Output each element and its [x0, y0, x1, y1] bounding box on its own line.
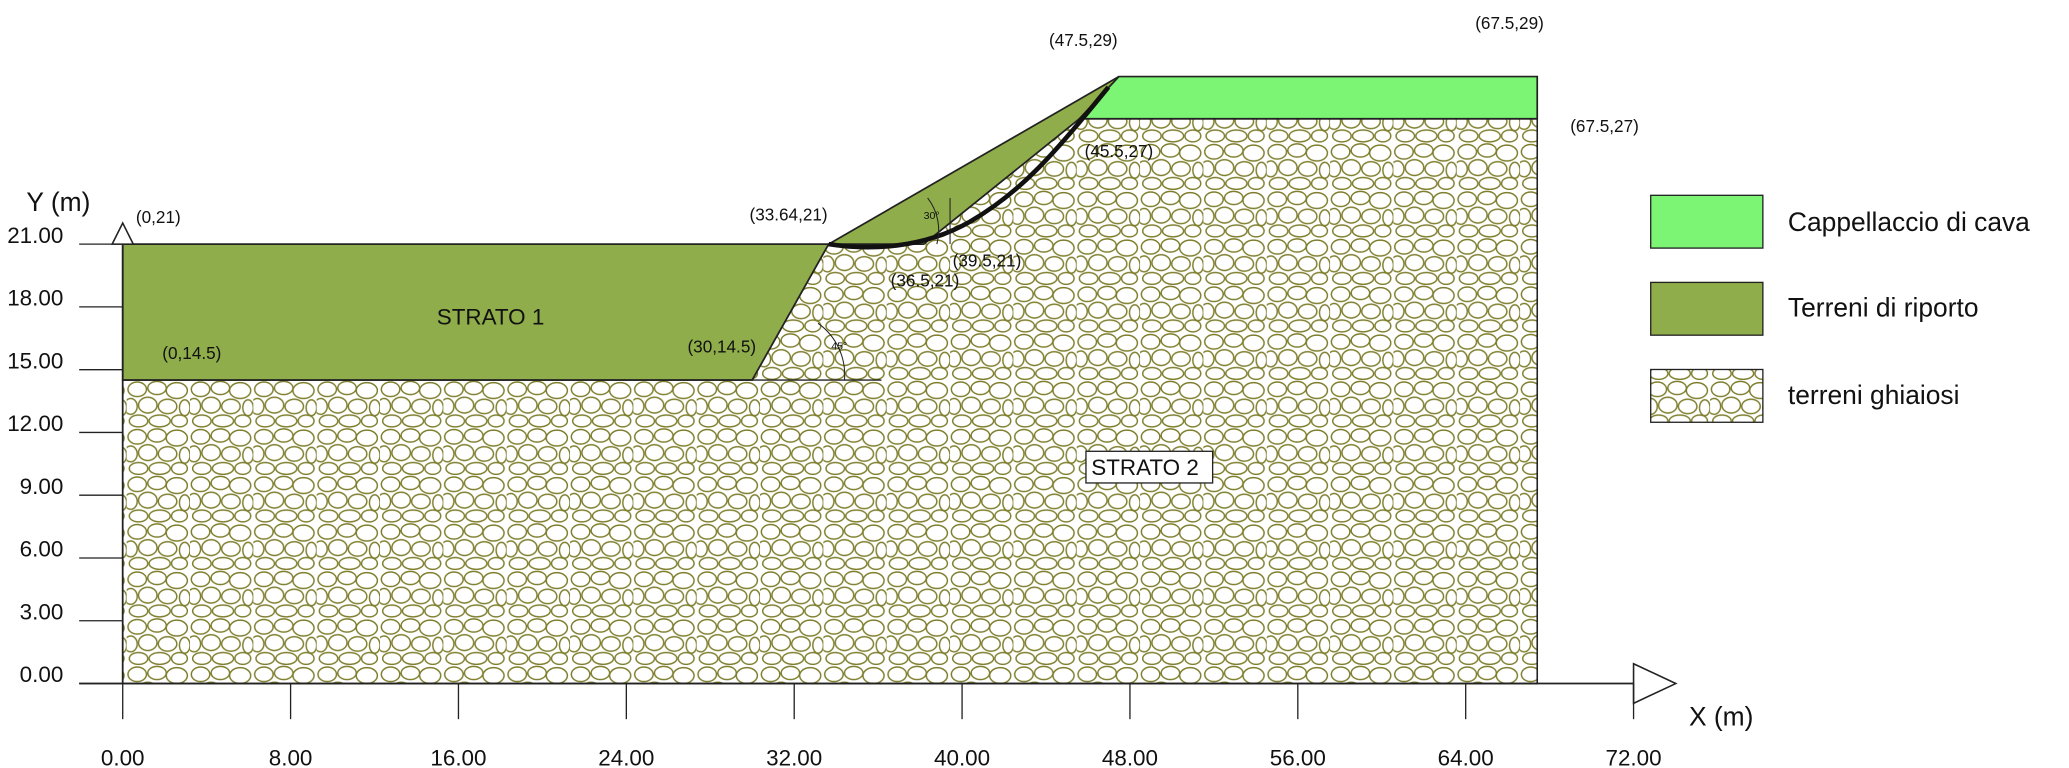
y-tick-label: 12.00 [7, 411, 63, 436]
legend-swatch [1650, 194, 1764, 249]
x-tick-label: 32.00 [766, 745, 822, 768]
x-axis-arrow [1632, 662, 1678, 705]
x-tick-label: 72.00 [1605, 745, 1661, 768]
stratum-label: STRATO 2 [1091, 455, 1199, 480]
point-label: (45.5,27) [1085, 141, 1154, 161]
y-tick-label: 9.00 [20, 474, 64, 499]
angle-arc [927, 197, 940, 245]
x-axis-label: X (m) [1689, 702, 1753, 732]
angle-arc [817, 322, 846, 381]
y-tick-label: 3.00 [20, 599, 64, 624]
quarry-cap [1077, 75, 1539, 120]
angle-label: 45° [831, 341, 847, 353]
x-tick-label: 64.00 [1438, 745, 1494, 768]
point-label: (47.5,29) [1049, 30, 1118, 50]
angle-label: 30° [924, 210, 940, 222]
slip-surface [828, 85, 1111, 250]
y-tick-label: 15.00 [7, 348, 63, 373]
point-label: (0,21) [136, 207, 181, 227]
x-tick-label: 56.00 [1270, 745, 1326, 768]
point-label: (33.64,21) [749, 204, 827, 224]
x-tick-label: 24.00 [598, 745, 654, 768]
y-tick-label: 6.00 [20, 537, 64, 562]
y-tick-label: 21.00 [7, 223, 63, 248]
point-label: (67.5,29) [1475, 13, 1544, 33]
stratum-label-box [1085, 450, 1214, 484]
legend-label: terreni ghiaiosi [1788, 380, 1960, 410]
point-label: (67.5,27) [1570, 116, 1639, 136]
y-tick-label: 0.00 [20, 662, 64, 687]
y-axis-label: Y (m) [26, 187, 90, 217]
x-tick-label: 8.00 [269, 745, 313, 768]
x-tick-label: 48.00 [1102, 745, 1158, 768]
legend-label: Cappellaccio di cava [1788, 207, 2030, 237]
x-tick-label: 16.00 [430, 745, 486, 768]
point-label: (36.5,21) [891, 270, 960, 290]
x-tick-label: 0.00 [101, 745, 145, 768]
point-label: (0,14.5) [162, 343, 221, 363]
gravel-stratum [121, 117, 1539, 685]
y-tick-label: 18.00 [7, 286, 63, 311]
y-axis-arrow [110, 221, 135, 245]
legend-swatch [1650, 368, 1764, 423]
point-label: (30,14.5) [687, 336, 756, 356]
point-label: (39.5,21) [953, 251, 1022, 271]
x-tick-label: 40.00 [934, 745, 990, 768]
stratum-label: STRATO 1 [437, 305, 545, 330]
legend-label: Terreni di riporto [1788, 293, 1979, 323]
legend-swatch [1650, 281, 1764, 336]
